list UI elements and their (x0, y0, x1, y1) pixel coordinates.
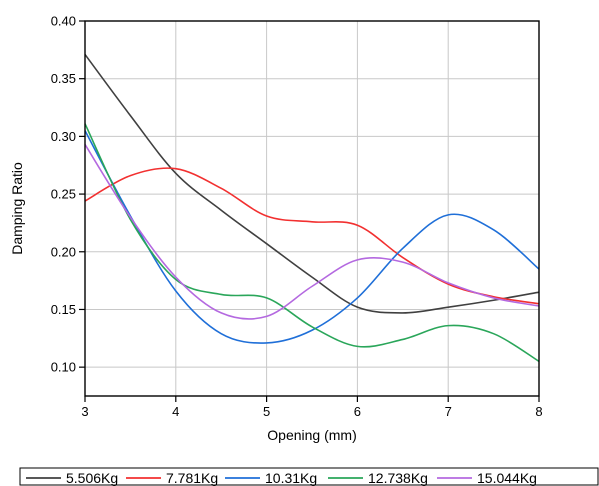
x-tick-label: 4 (172, 404, 179, 419)
y-tick-label: 0.25 (51, 187, 76, 202)
x-tick-label: 7 (445, 404, 452, 419)
legend-box (19, 467, 599, 486)
x-tick-label: 8 (535, 404, 542, 419)
x-axis-title: Opening (mm) (267, 427, 356, 443)
y-tick-label: 0.10 (51, 360, 76, 375)
legend: 5.506Kg 7.781Kg 10.31Kg 12.738Kg 15.044Kg (19, 467, 599, 486)
grid (85, 21, 539, 396)
x-tick-label: 6 (354, 404, 361, 419)
legend-label-1: 5.506Kg (66, 470, 118, 486)
series-line-1 (84, 53, 540, 314)
ticks (79, 20, 540, 402)
series-line-4 (84, 123, 540, 363)
y-tick-label: 0.35 (51, 71, 76, 86)
legend-label-5: 15.044Kg (477, 470, 537, 486)
series-line-3 (84, 130, 540, 344)
series-line-5 (84, 144, 540, 320)
legend-label-3: 10.31Kg (265, 470, 317, 486)
tick-labels: 3 4 5 6 7 8 0.10 0.15 0.20 0.25 0.30 0.35 0.40 (51, 14, 543, 420)
legend-label-2: 7.781Kg (166, 470, 218, 486)
y-tick-label: 0.30 (51, 129, 76, 144)
legend-label-4: 12.738Kg (368, 470, 428, 486)
series-line-2 (84, 167, 540, 305)
y-axis-title: Damping Ratio (9, 162, 25, 255)
series-layer (84, 53, 540, 363)
y-tick-label: 0.15 (51, 302, 76, 317)
x-tick-label: 5 (263, 404, 270, 419)
y-tick-label: 0.20 (51, 244, 76, 259)
x-tick-label: 3 (81, 404, 88, 419)
y-tick-label: 0.40 (51, 14, 76, 29)
plot-frame (84, 20, 540, 397)
